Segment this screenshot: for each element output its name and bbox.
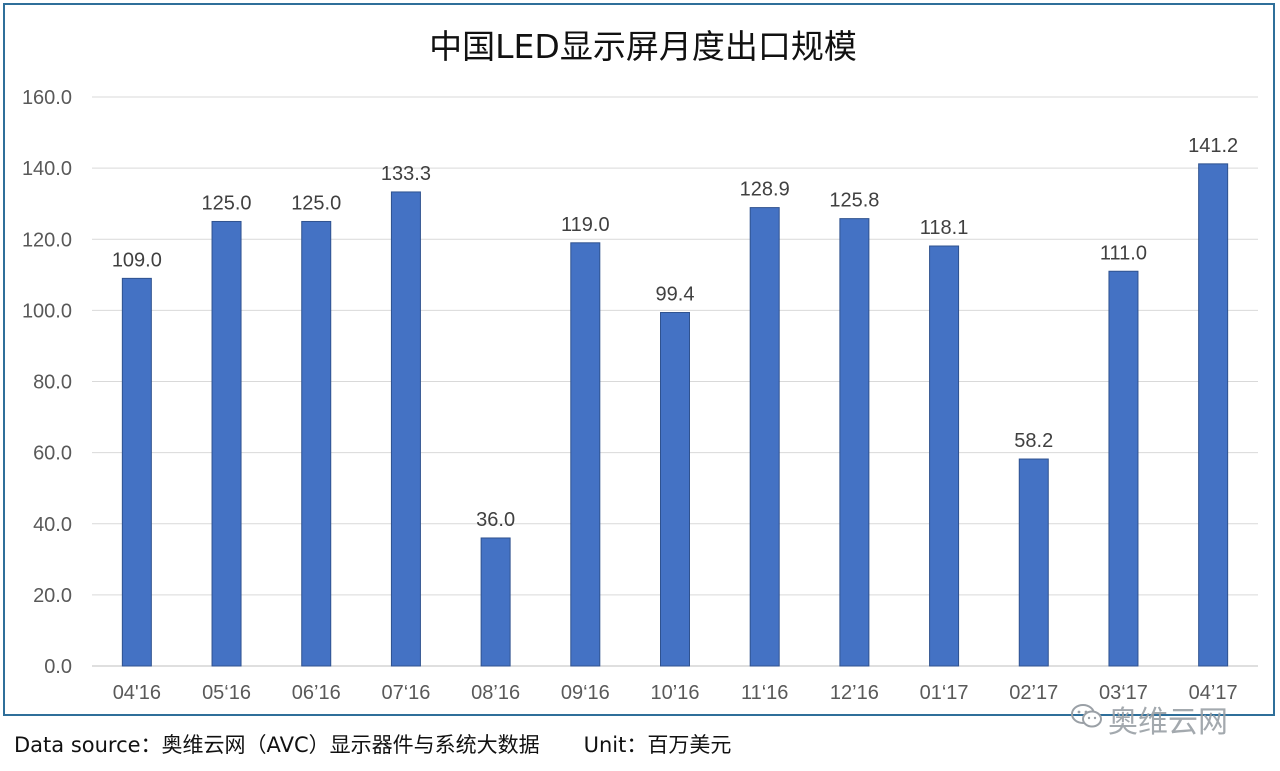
unit-note: Unit：百万美元 [583, 733, 732, 757]
x-tick-label: 01‘17 [920, 682, 969, 704]
bar [1108, 270, 1139, 667]
bar [839, 218, 870, 667]
x-tick-label: 06’16 [292, 682, 341, 704]
wechat-icon [1071, 704, 1102, 728]
data-label: 109.0 [112, 249, 162, 271]
data-label: 125.0 [291, 192, 341, 214]
x-tick-label: 03‘17 [1099, 682, 1148, 704]
x-tick-label: 05‘16 [202, 682, 251, 704]
data-label: 118.1 [920, 217, 969, 239]
x-tick-label: 07‘16 [381, 682, 430, 704]
watermark: 奥维云网 [1108, 697, 1228, 741]
data-source-note: Data source：奥维云网（AVC）显示器件与系统大数据 [14, 733, 540, 757]
data-label: 36.0 [476, 509, 515, 531]
y-tick-label: 60.0 [33, 443, 72, 465]
y-tick-label: 80.0 [33, 372, 72, 394]
data-labels: 109.0 125.0 125.0 133.3 36.0 119.0 99.4 128.9 12… [112, 135, 1238, 531]
y-axis-ticks: 0.0 20.0 40.0 60.0 80.0 100.0 120.0 140.0 160.0 [22, 87, 72, 678]
y-tick-label: 160.0 [22, 87, 72, 109]
data-label: 125.0 [202, 192, 252, 214]
footer: Data source：奥维云网（AVC）显示器件与系统大数据 Unit：百万美元 [14, 729, 731, 759]
x-tick-label: 08’16 [471, 682, 520, 704]
y-tick-label: 140.0 [22, 158, 72, 180]
y-tick-label: 100.0 [22, 300, 72, 322]
x-tick-label: 04’17 [1189, 682, 1238, 704]
bar [390, 191, 421, 667]
data-label: 125.8 [829, 190, 879, 212]
data-label: 119.0 [561, 214, 610, 236]
bar [1018, 458, 1049, 667]
data-label: 58.2 [1014, 430, 1053, 452]
bar [211, 220, 242, 667]
bar [1198, 163, 1229, 667]
x-tick-label: 02’17 [1009, 682, 1058, 704]
data-label: 128.9 [740, 179, 790, 201]
bars [121, 163, 1229, 667]
y-tick-label: 120.0 [22, 229, 72, 251]
data-label: 141.2 [1188, 135, 1238, 157]
bar [301, 220, 332, 667]
x-tick-label: 10’16 [651, 682, 700, 704]
data-label: 99.4 [656, 284, 695, 306]
bar [570, 242, 601, 667]
x-tick-label: 09‘16 [561, 682, 610, 704]
y-tick-label: 0.0 [44, 656, 72, 678]
bar [121, 277, 152, 667]
x-axis-ticks: 04'16 05‘16 06’16 07‘16 08’16 09‘16 10’16 11‘16… [113, 682, 1238, 704]
data-label: 111.0 [1100, 242, 1147, 264]
data-label: 133.3 [381, 163, 431, 185]
x-tick-label: 04'16 [113, 682, 161, 704]
bar [660, 312, 690, 667]
gridlines [92, 96, 1258, 667]
chart-title: 中国LED显示屏月度出口规模 [429, 27, 857, 66]
bar [749, 207, 780, 667]
x-tick-label: 11‘16 [741, 682, 788, 704]
bar [929, 245, 960, 667]
bar [480, 537, 511, 667]
y-tick-label: 20.0 [33, 585, 72, 607]
watermark-text: 奥维云网 [1108, 705, 1228, 740]
y-tick-label: 40.0 [33, 514, 72, 536]
x-tick-label: 12’16 [830, 682, 879, 704]
